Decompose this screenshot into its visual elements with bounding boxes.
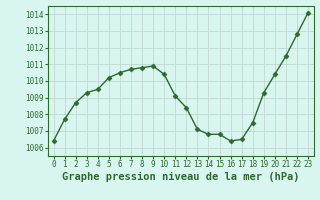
X-axis label: Graphe pression niveau de la mer (hPa): Graphe pression niveau de la mer (hPa) xyxy=(62,172,300,182)
